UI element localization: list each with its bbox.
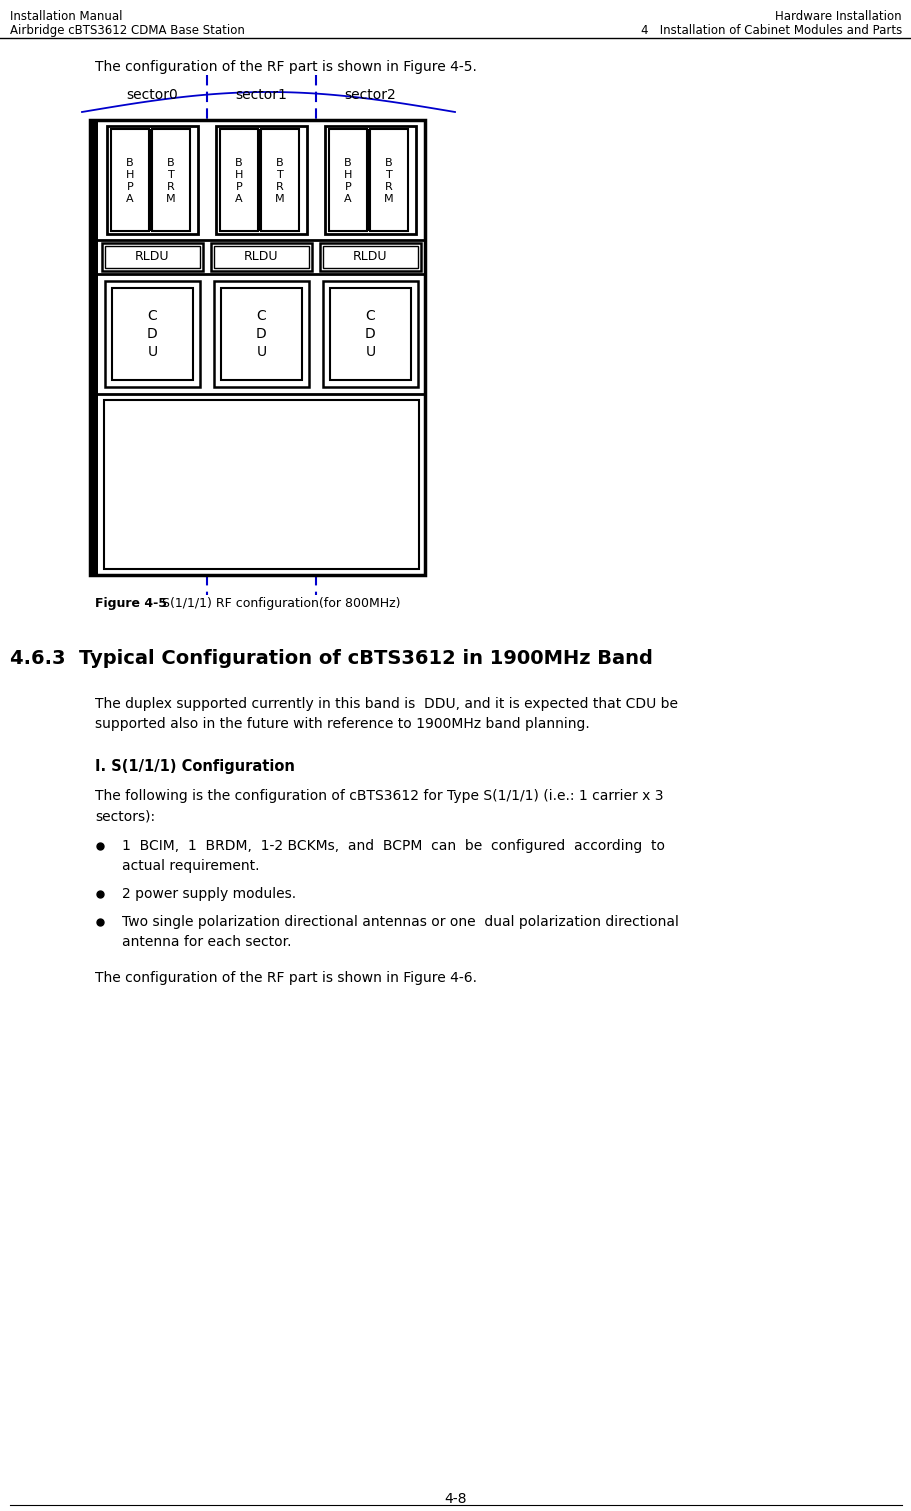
Text: C
D
U: C D U [147,308,158,360]
Bar [366,128,370,231]
Text: sector2: sector2 [344,88,396,103]
Text: 1  BCIM,  1  BRDM,  1-2 BCKMs,  and  BCPM  can  be  configured  according  to: 1 BCIM, 1 BRDM, 1-2 BCKMs, and BCPM can … [122,839,664,854]
Text: The configuration of the RF part is shown in Figure 4-5.: The configuration of the RF part is show… [95,60,476,74]
Text: Airbridge cBTS3612 CDMA Base Station: Airbridge cBTS3612 CDMA Base Station [10,24,245,36]
Bar [220,289,302,379]
Text: sector0: sector0 [127,88,179,103]
Text: B
H
P
A: B H P A [234,159,243,204]
Text: Hardware Installation: Hardware Installation [774,11,901,23]
Bar [148,128,152,231]
Text: The duplex supported currently in this band is  DDU, and it is expected that CDU: The duplex supported currently in this b… [95,697,677,712]
Text: B
H
P
A: B H P A [126,159,134,204]
Bar [220,128,258,231]
Bar [370,128,407,231]
Bar [210,243,312,270]
Bar [105,246,200,267]
Text: S(1/1/1) RF configuration(for 800MHz): S(1/1/1) RF configuration(for 800MHz) [158,597,400,610]
Bar [90,119,97,576]
Text: B
T
R
M: B T R M [275,159,284,204]
Bar [261,128,299,231]
Bar [322,281,417,387]
Text: sectors):: sectors): [95,808,155,823]
Text: Two single polarization directional antennas or one  dual polarization direction: Two single polarization directional ante… [122,916,678,929]
Bar [214,281,309,387]
Text: The following is the configuration of cBTS3612 for Type S(1/1/1) (i.e.: 1 carrie: The following is the configuration of cB… [95,789,663,802]
Bar [102,243,203,270]
Text: Figure 4-5: Figure 4-5 [95,597,167,610]
Bar [322,246,417,267]
Bar [214,246,309,267]
Text: C
D
U: C D U [256,308,267,360]
Text: sector1: sector1 [235,88,287,103]
Bar [216,125,307,234]
Bar [111,128,148,231]
Bar [105,281,200,387]
Text: 4-8: 4-8 [445,1491,466,1506]
Bar [107,125,198,234]
Text: B
T
R
M: B T R M [166,159,176,204]
Text: RLDU: RLDU [353,251,387,263]
Bar [330,289,411,379]
Text: RLDU: RLDU [135,251,169,263]
Text: The configuration of the RF part is shown in Figure 4-6.: The configuration of the RF part is show… [95,972,476,985]
Bar [329,128,366,231]
Bar [104,400,418,570]
Text: supported also in the future with reference to 1900MHz band planning.: supported also in the future with refere… [95,718,589,731]
Text: RLDU: RLDU [244,251,279,263]
Text: C
D
U: C D U [364,308,375,360]
Text: 4   Installation of Cabinet Modules and Parts: 4 Installation of Cabinet Modules and Pa… [640,24,901,36]
Text: Installation Manual: Installation Manual [10,11,122,23]
Bar [258,128,261,231]
Text: B
H
P
A: B H P A [343,159,352,204]
Bar [320,243,421,270]
Text: actual requirement.: actual requirement. [122,858,260,873]
Text: I. S(1/1/1) Configuration: I. S(1/1/1) Configuration [95,759,294,774]
Text: 2 power supply modules.: 2 power supply modules. [122,887,296,901]
Text: 4.6.3  Typical Configuration of cBTS3612 in 1900MHz Band: 4.6.3 Typical Configuration of cBTS3612 … [10,650,652,668]
Bar [324,125,415,234]
Text: antenna for each sector.: antenna for each sector. [122,935,292,949]
Text: B
T
R
M: B T R M [384,159,394,204]
Bar [152,128,189,231]
Bar [112,289,193,379]
Bar [90,119,425,576]
